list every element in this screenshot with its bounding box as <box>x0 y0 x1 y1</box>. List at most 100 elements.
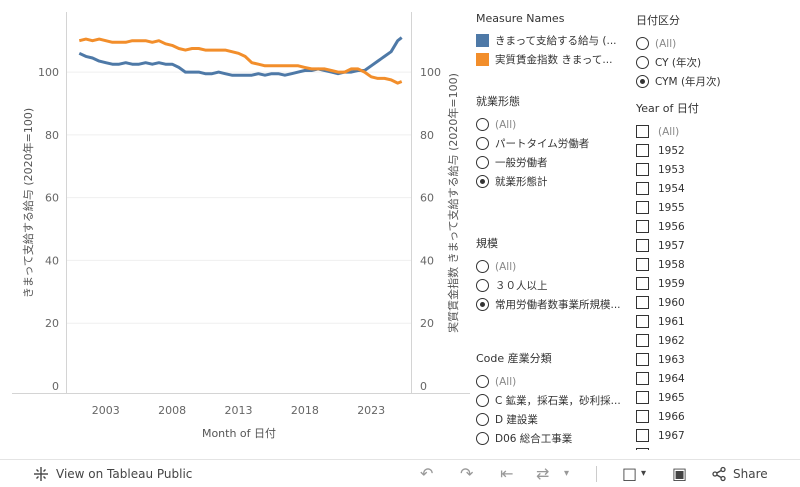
filter-option[interactable]: 一般労働者 <box>476 153 631 172</box>
filter-title: Code 産業分類 <box>476 352 552 365</box>
year-option[interactable]: 1964 <box>636 369 796 388</box>
year-option-label: 1958 <box>658 258 685 271</box>
download-dropdown-icon[interactable]: ▾ <box>641 468 647 479</box>
year-option[interactable]: 1961 <box>636 312 796 331</box>
filter-option-label: (All) <box>495 260 517 273</box>
checkbox-icon[interactable] <box>636 239 649 252</box>
filter-option-label: C 鉱業，採石業，砂利採... <box>495 395 621 407</box>
checkbox-icon[interactable] <box>636 182 649 195</box>
checkbox-icon[interactable] <box>636 163 649 176</box>
filter-option[interactable]: ３０人以上 <box>476 276 631 295</box>
checkbox-icon[interactable] <box>636 125 649 138</box>
checkbox-icon[interactable] <box>636 201 649 214</box>
year-option[interactable]: 1956 <box>636 217 796 236</box>
year-option[interactable]: 1952 <box>636 141 796 160</box>
checkbox-icon[interactable] <box>636 372 649 385</box>
fullscreen-icon[interactable]: ▣ <box>672 464 688 483</box>
radio-icon[interactable] <box>476 156 489 169</box>
filter-option[interactable]: パートタイム労働者 <box>476 134 631 153</box>
y-tick-label-left: 0 <box>52 380 59 393</box>
filter-option[interactable]: (All) <box>476 115 631 134</box>
year-option[interactable]: 1962 <box>636 331 796 350</box>
radio-icon[interactable] <box>636 37 649 50</box>
revert-icon[interactable]: ⇤ <box>500 464 514 483</box>
download-icon[interactable]: □ <box>622 464 638 483</box>
year-option-label: 1960 <box>658 296 685 309</box>
filter-title: 日付区分 <box>636 14 680 27</box>
legend-item[interactable]: きまって支給する給与 (... <box>476 31 626 50</box>
checkbox-icon[interactable] <box>636 391 649 404</box>
filter-option[interactable]: CY (年次) <box>636 53 796 72</box>
radio-icon[interactable] <box>476 432 489 445</box>
radio-icon[interactable] <box>476 137 489 150</box>
share-icon <box>712 466 726 482</box>
checkbox-icon[interactable] <box>636 277 649 290</box>
checkbox-icon[interactable] <box>636 315 649 328</box>
radio-icon[interactable] <box>476 260 489 273</box>
undo-icon[interactable]: ↶ <box>420 464 434 483</box>
legend-item[interactable]: 実質賃金指数 きまって... <box>476 50 626 69</box>
filter-option[interactable]: (All) <box>476 257 631 276</box>
radio-icon[interactable] <box>476 279 489 292</box>
redo-icon[interactable]: ↷ <box>460 464 474 483</box>
filter-option[interactable]: (All) <box>636 34 796 53</box>
checkbox-icon[interactable] <box>636 353 649 366</box>
radio-icon[interactable] <box>476 394 489 407</box>
series-line[interactable] <box>78 37 403 85</box>
refresh-icon[interactable]: ⇄ <box>536 464 550 483</box>
filter-option[interactable]: 就業形態計 <box>476 172 631 191</box>
year-option[interactable]: 1968 <box>636 445 796 450</box>
filter-option[interactable]: 常用労働者数事業所規模... <box>476 295 631 314</box>
radio-icon[interactable] <box>476 413 489 426</box>
series-lines[interactable] <box>78 36 403 85</box>
filter-option[interactable]: CYM (年月次) <box>636 72 796 91</box>
year-option[interactable]: 1957 <box>636 236 796 255</box>
year-option[interactable]: 1965 <box>636 388 796 407</box>
filter-option[interactable]: D07 職別工事業(設備... <box>476 448 631 450</box>
filter-option[interactable]: C 鉱業，採石業，砂利採... <box>476 391 631 410</box>
year-option[interactable]: 1954 <box>636 179 796 198</box>
view-on-tableau-public-label: View on Tableau Public <box>56 467 193 481</box>
year-option[interactable]: 1959 <box>636 274 796 293</box>
year-option-label: 1964 <box>658 372 685 385</box>
year-option[interactable]: 1960 <box>636 293 796 312</box>
radio-icon[interactable] <box>636 56 649 69</box>
filter-option-label: (All) <box>495 118 517 131</box>
checkbox-icon[interactable] <box>636 144 649 157</box>
view-on-tableau-public-button[interactable]: View on Tableau Public <box>33 466 192 482</box>
checkbox-icon[interactable] <box>636 448 649 450</box>
year-option-label: 1961 <box>658 315 685 328</box>
filter-option[interactable]: (All) <box>476 372 631 391</box>
radio-selected-icon[interactable] <box>476 298 489 311</box>
checkbox-icon[interactable] <box>636 429 649 442</box>
checkbox-icon[interactable] <box>636 258 649 271</box>
filter-option[interactable]: D06 総合工事業 <box>476 429 631 448</box>
y-tick-label-right: 0 <box>420 380 427 393</box>
year-option[interactable]: 1953 <box>636 160 796 179</box>
radio-selected-icon[interactable] <box>476 175 489 188</box>
radio-icon[interactable] <box>476 118 489 131</box>
filter-option-label: CYM (年月次) <box>655 76 721 88</box>
year-option[interactable]: 1966 <box>636 407 796 426</box>
radio-selected-icon[interactable] <box>636 75 649 88</box>
series-line[interactable] <box>78 36 403 77</box>
refresh-dropdown-icon[interactable]: ▾ <box>564 468 570 479</box>
checkbox-icon[interactable] <box>636 220 649 233</box>
filter-option[interactable]: D 建設業 <box>476 410 631 429</box>
checkbox-icon[interactable] <box>636 334 649 347</box>
share-button[interactable]: Share <box>711 466 768 482</box>
filter-option-label: D06 総合工事業 <box>495 433 573 445</box>
radio-icon[interactable] <box>476 375 489 388</box>
year-checkbox-list[interactable]: (All) 1952 1953 1954 1955 1956 1957 1958 1959 196… <box>636 122 796 450</box>
year-option[interactable]: (All) <box>636 122 796 141</box>
checkbox-icon[interactable] <box>636 410 649 423</box>
year-option[interactable]: 1955 <box>636 198 796 217</box>
filter-title: 規模 <box>476 237 498 250</box>
checkbox-icon[interactable] <box>636 296 649 309</box>
filter-scale: 規模 (All) ３０人以上 常用労働者数事業所規模... <box>476 235 631 314</box>
year-option[interactable]: 1958 <box>636 255 796 274</box>
year-option[interactable]: 1967 <box>636 426 796 445</box>
filter-date-type: 日付区分 (All) CY (年次) CYM (年月次) <box>636 12 796 91</box>
year-option[interactable]: 1963 <box>636 350 796 369</box>
